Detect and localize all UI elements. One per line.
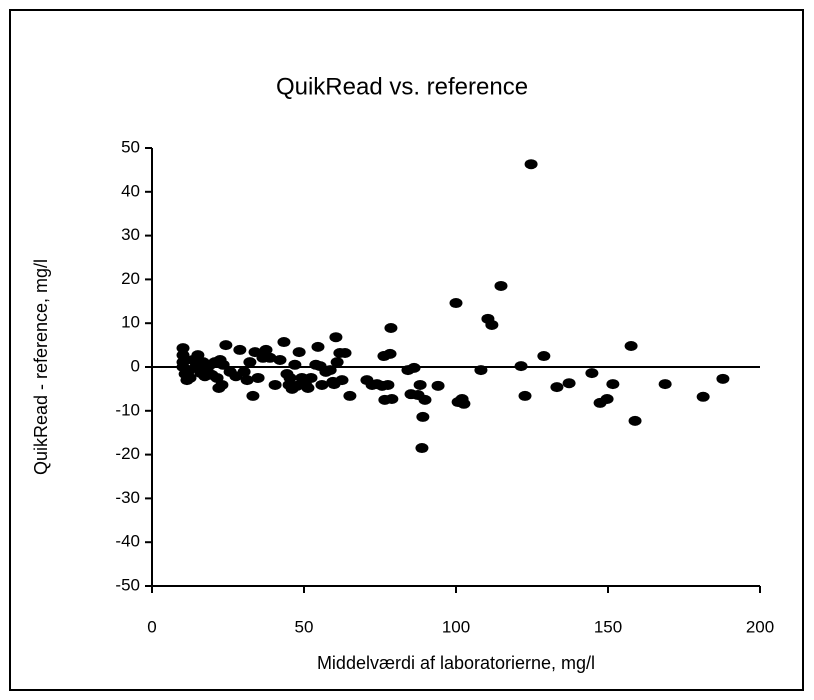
point xyxy=(514,361,528,372)
y-tick-label: 40 xyxy=(121,181,140,200)
point xyxy=(384,323,398,334)
point xyxy=(288,359,302,370)
y-tick-label: 20 xyxy=(121,269,140,288)
point xyxy=(233,344,247,355)
point xyxy=(418,394,432,405)
point xyxy=(413,379,427,390)
point xyxy=(176,350,190,361)
point xyxy=(696,391,710,402)
x-tick-label: 200 xyxy=(746,617,774,636)
point xyxy=(494,280,508,291)
point xyxy=(716,373,730,384)
point xyxy=(537,351,551,362)
y-tick-label: -40 xyxy=(115,532,140,551)
point xyxy=(243,357,257,368)
point xyxy=(624,340,638,351)
y-tick-label: -10 xyxy=(115,400,140,419)
point xyxy=(246,390,260,401)
point xyxy=(277,337,291,348)
y-axis-label: QuikRead - reference, mg/l xyxy=(31,259,51,475)
point xyxy=(268,379,282,390)
point xyxy=(385,393,399,404)
point xyxy=(259,344,273,355)
point xyxy=(311,341,325,352)
point xyxy=(251,372,265,383)
point xyxy=(216,359,230,370)
y-tick-label: -50 xyxy=(115,575,140,594)
x-tick-label: 50 xyxy=(295,617,314,636)
y-tick-label: -20 xyxy=(115,444,140,463)
x-axis-label: Middelværdi af laboratorierne, mg/l xyxy=(317,653,595,673)
point xyxy=(628,415,642,426)
point xyxy=(343,390,357,401)
point xyxy=(240,375,254,386)
point xyxy=(407,362,421,373)
point xyxy=(658,379,672,390)
point xyxy=(585,368,599,379)
point xyxy=(550,382,564,393)
point xyxy=(524,159,538,170)
point xyxy=(449,298,463,309)
point xyxy=(327,379,341,390)
point xyxy=(431,380,445,391)
point xyxy=(215,379,229,390)
point xyxy=(315,379,329,390)
point xyxy=(416,411,430,422)
point xyxy=(301,383,315,394)
point xyxy=(180,375,194,386)
chart-title: QuikRead vs. reference xyxy=(276,73,528,100)
point xyxy=(383,348,397,359)
y-tick-label: 50 xyxy=(121,137,140,156)
point xyxy=(381,379,395,390)
point xyxy=(323,365,337,376)
point xyxy=(329,332,343,343)
point xyxy=(330,357,344,368)
point xyxy=(283,372,297,383)
point xyxy=(457,398,471,409)
y-tick-label: -30 xyxy=(115,488,140,507)
point xyxy=(237,366,251,377)
point xyxy=(485,319,499,330)
y-tick-label: 30 xyxy=(121,225,140,244)
y-tick-label: 10 xyxy=(121,313,140,332)
point xyxy=(304,372,318,383)
point xyxy=(263,352,277,363)
point xyxy=(273,354,287,365)
point xyxy=(338,347,352,358)
x-tick-label: 100 xyxy=(442,617,470,636)
x-tick-label: 150 xyxy=(594,617,622,636)
point xyxy=(600,393,614,404)
point xyxy=(176,343,190,354)
point xyxy=(474,365,488,376)
point xyxy=(219,340,233,351)
point xyxy=(415,443,429,454)
frame xyxy=(9,9,804,691)
x-tick-label: 0 xyxy=(147,617,156,636)
y-tick-label: 0 xyxy=(131,356,140,375)
point xyxy=(518,390,532,401)
point xyxy=(606,379,620,390)
point xyxy=(292,347,306,358)
point xyxy=(562,378,576,389)
